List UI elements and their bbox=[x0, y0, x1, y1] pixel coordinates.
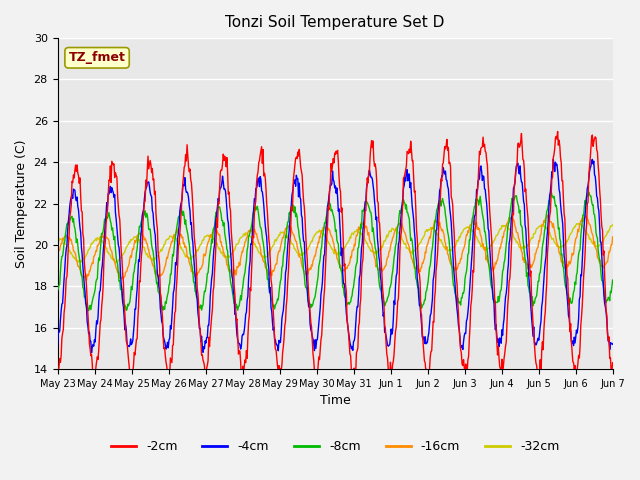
Title: Tonzi Soil Temperature Set D: Tonzi Soil Temperature Set D bbox=[225, 15, 445, 30]
Y-axis label: Soil Temperature (C): Soil Temperature (C) bbox=[15, 139, 28, 268]
Text: TZ_fmet: TZ_fmet bbox=[68, 51, 125, 64]
Legend: -2cm, -4cm, -8cm, -16cm, -32cm: -2cm, -4cm, -8cm, -16cm, -32cm bbox=[106, 435, 564, 458]
X-axis label: Time: Time bbox=[320, 395, 351, 408]
